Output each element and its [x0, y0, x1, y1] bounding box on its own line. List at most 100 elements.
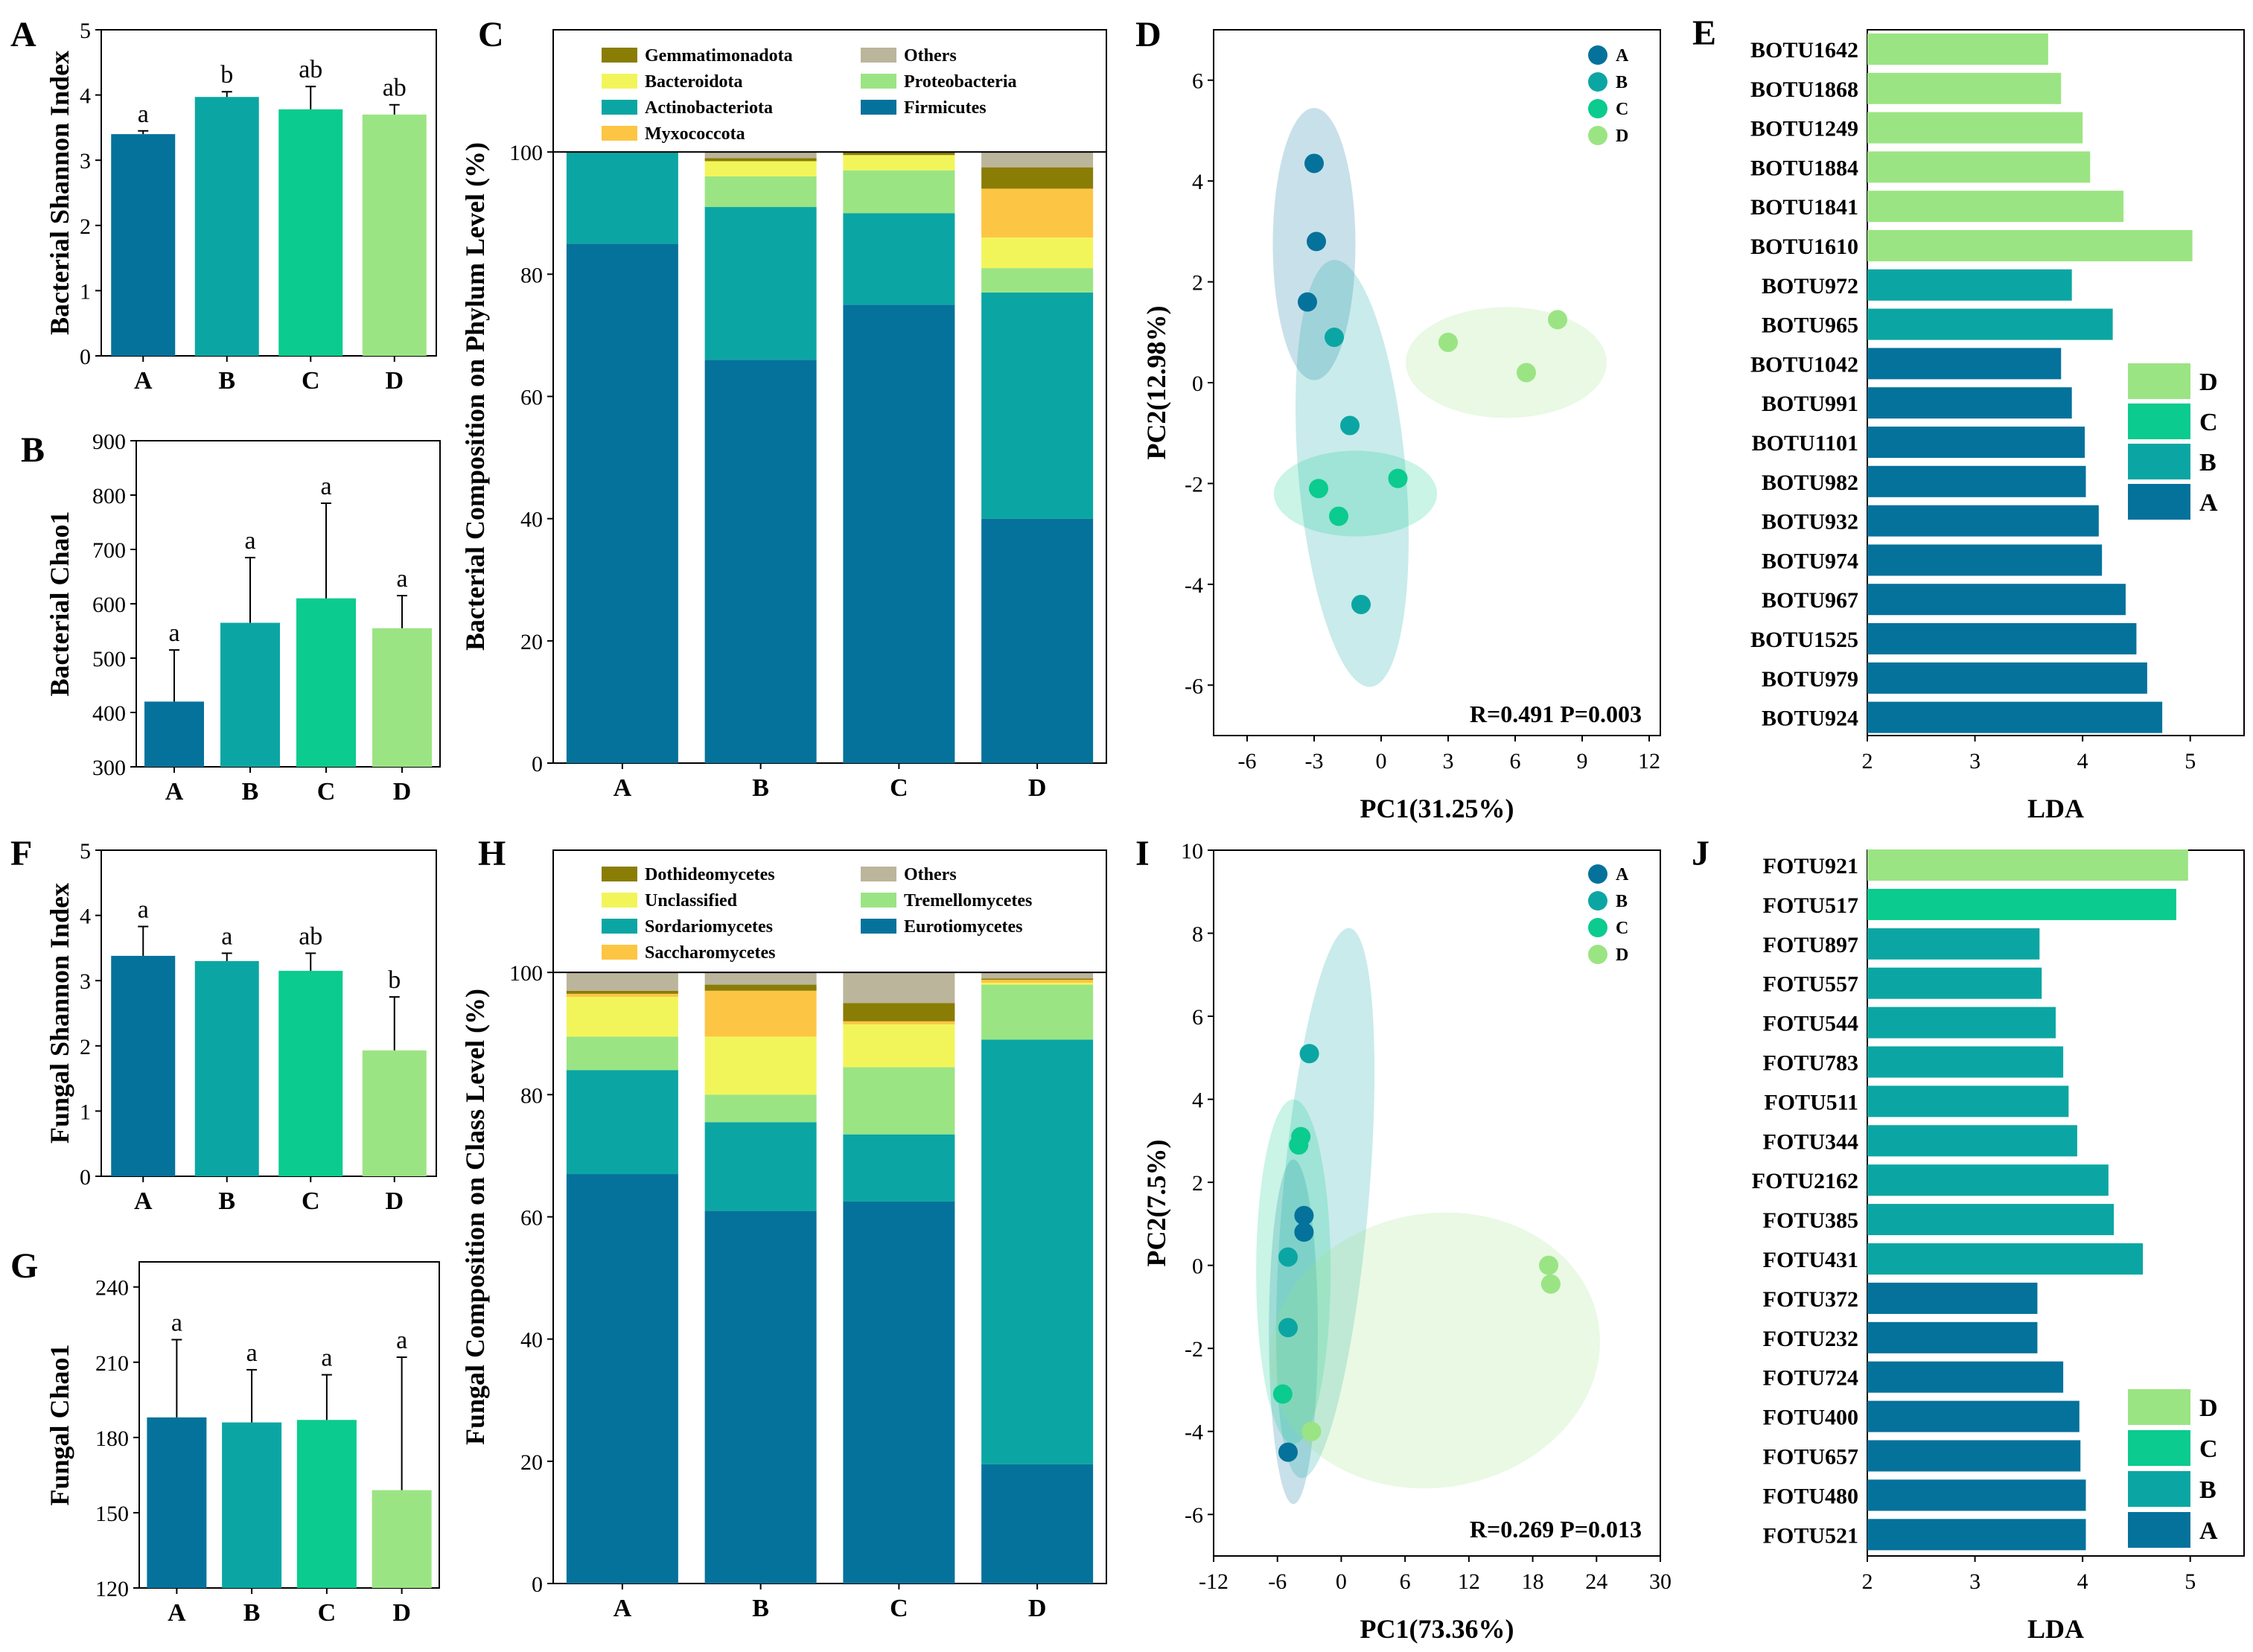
panel-label: J [1692, 834, 1709, 873]
lda-bar [1867, 151, 2091, 183]
x-tick-label: 0 [1376, 749, 1387, 774]
legend-label: C [1616, 919, 1628, 938]
lda-bar [1867, 1085, 2069, 1117]
feature-label: FOTU372 [1763, 1287, 1858, 1312]
legend-label: Others [904, 865, 957, 884]
legend-swatch [602, 74, 637, 89]
confidence-ellipse [1275, 928, 1375, 1479]
y-tick-label: 6 [1192, 1005, 1203, 1030]
y-tick-label: 0 [532, 1572, 543, 1597]
bar [372, 628, 432, 767]
stacked-segment [566, 972, 678, 991]
y-tick-label: 600 [92, 593, 126, 617]
lda-bar [1867, 191, 2124, 223]
y-tick-label: 1 [80, 1100, 91, 1124]
significance-letter: b [220, 61, 233, 89]
plot-frame [101, 849, 437, 1177]
legend-label: Unclassified [645, 891, 738, 910]
x-tick-label: 9 [1577, 749, 1588, 774]
lda-bar [1867, 1007, 2056, 1039]
legend-swatch [861, 893, 896, 908]
legend-label: Tremellomycetes [904, 891, 1032, 910]
x-tick-label: D [385, 1187, 404, 1215]
statistics-annotation: R=0.269 P=0.013 [1470, 1516, 1642, 1543]
data-point [1438, 332, 1458, 352]
feature-label: BOTU1249 [1750, 117, 1858, 141]
legend-swatch [2128, 444, 2190, 479]
legend-label: Saccharomycetes [645, 943, 776, 963]
stacked-segment [704, 972, 817, 985]
lda-bar [1867, 465, 2086, 497]
stacked-segment [843, 304, 955, 763]
bar [220, 622, 280, 767]
legend-swatch [2128, 363, 2190, 399]
y-tick-label: 0 [1192, 1254, 1203, 1279]
significance-letter: a [168, 619, 179, 647]
x-tick-label: B [218, 367, 235, 395]
panel-label: B [21, 430, 45, 470]
x-axis-title: PC1(31.25%) [1360, 794, 1514, 823]
y-axis-title: Fungal Composition on Class Level (%) [460, 989, 490, 1445]
stacked-segment [566, 1174, 678, 1584]
lda-bar [1867, 662, 2147, 694]
stacked-segment [843, 1003, 955, 1021]
stacked-segment [704, 152, 817, 159]
data-point [1388, 468, 1408, 488]
bar [111, 955, 176, 1176]
y-tick-label: 150 [95, 1502, 129, 1526]
stacked-segment [843, 972, 955, 1004]
data-point [1304, 153, 1324, 173]
data-point [1325, 328, 1344, 348]
feature-label: BOTU1042 [1750, 352, 1858, 377]
bar [278, 109, 343, 356]
data-point [1309, 479, 1328, 499]
stacked-segment [981, 972, 1094, 979]
feature-label: FOTU544 [1763, 1012, 1858, 1036]
stacked-segment [981, 268, 1094, 293]
lda-bar [1867, 1519, 2086, 1551]
significance-letter: a [320, 473, 331, 500]
legend-swatch [2128, 404, 2190, 439]
lda-bar [1867, 544, 2103, 576]
legend-swatch [2128, 484, 2190, 520]
legend-label: B [2199, 1476, 2217, 1504]
x-tick-label: D [393, 778, 412, 806]
x-tick-label: 12 [1638, 749, 1660, 774]
feature-label: FOTU344 [1763, 1129, 1858, 1154]
legend-swatch [602, 126, 637, 141]
stacked-segment [843, 170, 955, 214]
x-tick-label: C [890, 774, 908, 802]
data-point [1548, 310, 1567, 330]
feature-label: BOTU924 [1762, 707, 1858, 731]
y-tick-label: 2 [1192, 271, 1203, 296]
bar [144, 701, 204, 767]
lda-bar [1867, 387, 2072, 419]
y-tick-label: 3 [80, 969, 91, 994]
y-tick-label: 5 [80, 839, 91, 864]
legend-label: A [2199, 489, 2218, 517]
y-tick-label: 2 [1192, 1171, 1203, 1196]
y-tick-label: -4 [1185, 573, 1203, 598]
panel-label: G [10, 1246, 38, 1286]
stacked-segment [704, 1036, 817, 1095]
legend-swatch [861, 919, 896, 934]
stacked-segment [981, 152, 1094, 168]
x-tick-label: C [890, 1595, 908, 1622]
lda-bar [1867, 849, 2188, 881]
y-axis-title: PC2(7.5%) [1141, 1140, 1171, 1267]
significance-letter: a [138, 101, 149, 128]
stacked-segment [704, 990, 817, 1037]
legend-label: Myxococcota [645, 124, 745, 144]
panel-label: I [1135, 834, 1150, 873]
panel-label: C [478, 15, 504, 54]
stacked-segment [981, 1464, 1094, 1584]
significance-letter: a [244, 527, 255, 555]
x-tick-label: A [614, 774, 632, 802]
y-tick-label: 500 [92, 647, 126, 672]
feature-label: FOTU897 [1763, 933, 1858, 957]
confidence-ellipse [1256, 1099, 1331, 1444]
y-tick-label: 700 [92, 538, 126, 563]
lda-bar [1867, 1125, 2077, 1157]
legend-swatch [2128, 1471, 2190, 1507]
legend-swatch [602, 867, 637, 881]
